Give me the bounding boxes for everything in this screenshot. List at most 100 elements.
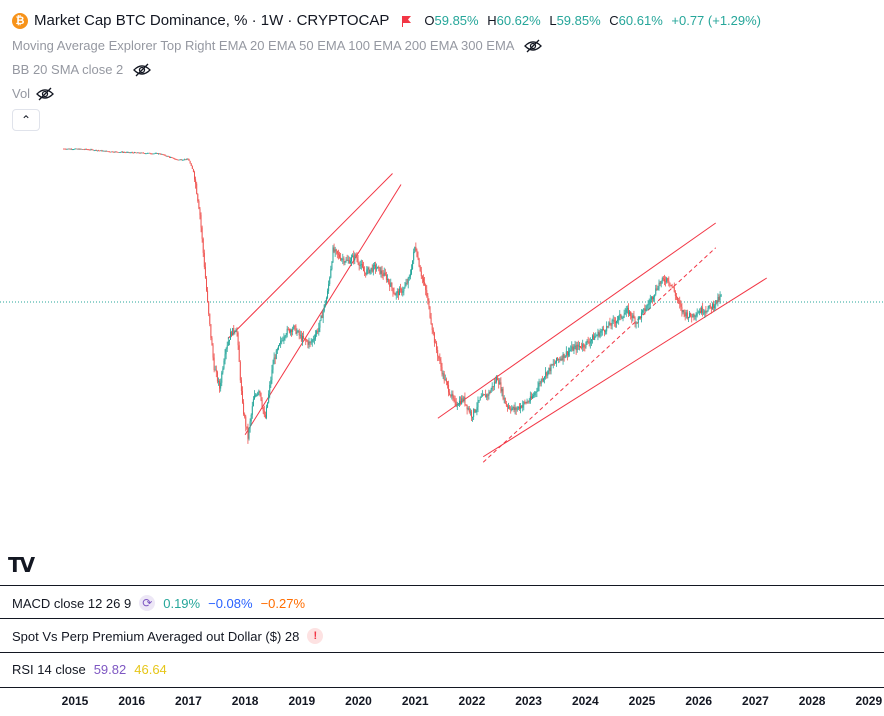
candle xyxy=(332,245,334,264)
eye-hidden-icon[interactable] xyxy=(133,63,152,77)
candle xyxy=(463,396,465,403)
candle xyxy=(590,338,592,346)
candle-body xyxy=(262,407,264,411)
candle-body xyxy=(717,297,719,303)
candle xyxy=(538,378,540,392)
vol-legend-row[interactable]: Vol xyxy=(12,86,54,101)
candle xyxy=(540,378,542,387)
macd-pane[interactable]: MACD close 12 26 9 ⟳ 0.19% −0.08% −0.27% xyxy=(0,585,884,619)
candle-body xyxy=(390,282,392,287)
candle-body xyxy=(540,379,542,384)
candle xyxy=(641,309,643,323)
spot-perp-pane[interactable]: Spot Vs Perp Premium Averaged out Dollar… xyxy=(0,618,884,652)
candle xyxy=(460,396,462,406)
candle-body xyxy=(352,255,354,258)
candle xyxy=(77,148,79,150)
candle xyxy=(406,278,408,285)
candle xyxy=(277,345,279,351)
candle-body xyxy=(210,324,212,338)
candle-body xyxy=(600,331,602,333)
trendline[interactable] xyxy=(482,247,717,463)
x-tick-label: 2026 xyxy=(685,694,712,708)
candle-body xyxy=(557,357,559,360)
candle-body xyxy=(177,159,179,161)
candle xyxy=(413,248,415,265)
price-chart[interactable] xyxy=(0,0,884,585)
candle xyxy=(572,344,574,352)
candle xyxy=(436,340,438,354)
candle xyxy=(226,341,228,352)
candle-body xyxy=(170,157,172,159)
trendline[interactable] xyxy=(437,222,716,419)
candle xyxy=(132,152,134,154)
candle-body xyxy=(645,308,647,312)
candle xyxy=(622,316,624,322)
candle-body xyxy=(513,406,515,411)
x-tick-label: 2024 xyxy=(572,694,599,708)
candle xyxy=(179,159,181,161)
bb-legend-row[interactable]: BB 20 SMA close 2 xyxy=(12,62,152,77)
candle-body xyxy=(710,306,712,310)
candle xyxy=(161,153,163,155)
candle-body xyxy=(151,153,153,155)
candle xyxy=(140,152,142,154)
candle xyxy=(526,398,528,404)
candle-body xyxy=(293,325,295,329)
candle-body xyxy=(673,287,675,292)
candle-body xyxy=(100,150,102,152)
candle xyxy=(557,356,559,361)
refresh-icon[interactable]: ⟳ xyxy=(139,595,156,611)
candle-body xyxy=(653,297,655,300)
candle-body xyxy=(463,397,465,402)
candle xyxy=(601,326,603,336)
candle xyxy=(75,148,77,150)
candle xyxy=(143,153,145,154)
rsi-legend: RSI 14 close 59.82 46.64 xyxy=(12,662,175,677)
candle xyxy=(196,181,198,195)
candle-body xyxy=(333,247,335,252)
candle xyxy=(695,312,697,322)
eye-hidden-icon[interactable] xyxy=(36,87,54,101)
warning-icon[interactable]: ! xyxy=(307,628,324,644)
candle-body xyxy=(642,310,644,313)
candle-body xyxy=(118,152,120,153)
candle xyxy=(231,330,233,338)
candle-body xyxy=(233,328,235,333)
rsi-pane[interactable]: RSI 14 close 59.82 46.64 xyxy=(0,652,884,688)
candle xyxy=(651,295,653,304)
candle xyxy=(311,338,313,347)
x-tick-label: 2025 xyxy=(629,694,656,708)
candle xyxy=(535,391,537,398)
candle xyxy=(186,158,188,161)
candle-body xyxy=(414,246,416,252)
eye-hidden-icon[interactable] xyxy=(524,39,543,53)
candle-body xyxy=(345,259,347,262)
ma-legend-row[interactable]: Moving Average Explorer Top Right EMA 20… xyxy=(12,38,543,53)
candle xyxy=(304,338,306,341)
candle xyxy=(151,153,153,155)
candle xyxy=(715,300,717,310)
collapse-legend-button[interactable]: ⌃ xyxy=(12,109,40,131)
trendline[interactable] xyxy=(227,173,393,339)
candle-body xyxy=(573,347,575,351)
time-axis[interactable]: 2015 2016 2017 2018 2019 2020 2021 2022 2023 2024… xyxy=(0,686,884,716)
candle xyxy=(83,148,85,151)
candle xyxy=(301,332,303,346)
candle xyxy=(666,276,668,284)
candle xyxy=(456,401,458,411)
candle-body xyxy=(246,426,248,429)
low-value: 59.85% xyxy=(556,13,601,28)
candle-body xyxy=(482,394,484,396)
bb-label: BB 20 SMA close 2 xyxy=(12,62,124,77)
symbol-title[interactable]: Market Cap BTC Dominance, % · 1W · CRYPT… xyxy=(34,12,390,29)
candle-body xyxy=(253,395,255,400)
candle-body xyxy=(292,328,294,332)
trendline[interactable] xyxy=(482,277,768,458)
candle-body xyxy=(189,161,191,164)
candle-body xyxy=(300,334,302,341)
flag-icon[interactable] xyxy=(401,15,412,27)
candle xyxy=(672,286,674,289)
candle-body xyxy=(440,360,442,367)
ohlc-values: O59.85% H60.62% L59.85% C60.61% +0.77 (+… xyxy=(424,13,766,28)
candle-body xyxy=(443,373,445,381)
